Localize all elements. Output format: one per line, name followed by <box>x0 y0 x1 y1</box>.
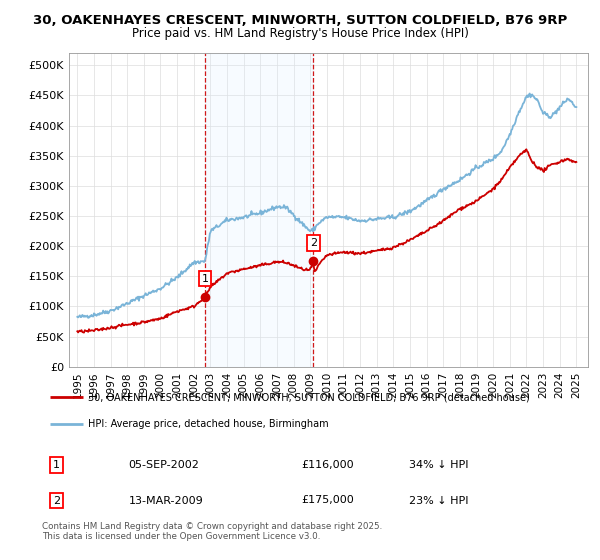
Text: £116,000: £116,000 <box>301 460 354 470</box>
Text: 05-SEP-2002: 05-SEP-2002 <box>128 460 199 470</box>
Text: 30, OAKENHAYES CRESCENT, MINWORTH, SUTTON COLDFIELD, B76 9RP (detached house): 30, OAKENHAYES CRESCENT, MINWORTH, SUTTO… <box>88 392 530 402</box>
Text: 2: 2 <box>310 238 317 248</box>
Text: HPI: Average price, detached house, Birmingham: HPI: Average price, detached house, Birm… <box>88 419 329 430</box>
Text: 1: 1 <box>53 460 60 470</box>
Text: 13-MAR-2009: 13-MAR-2009 <box>128 496 203 506</box>
Text: Price paid vs. HM Land Registry's House Price Index (HPI): Price paid vs. HM Land Registry's House … <box>131 27 469 40</box>
Text: 2: 2 <box>53 496 60 506</box>
Text: £175,000: £175,000 <box>301 496 354 506</box>
Text: 1: 1 <box>202 274 209 283</box>
Text: 30, OAKENHAYES CRESCENT, MINWORTH, SUTTON COLDFIELD, B76 9RP: 30, OAKENHAYES CRESCENT, MINWORTH, SUTTO… <box>33 14 567 27</box>
Text: Contains HM Land Registry data © Crown copyright and database right 2025.
This d: Contains HM Land Registry data © Crown c… <box>42 522 382 542</box>
Text: 23% ↓ HPI: 23% ↓ HPI <box>409 496 469 506</box>
Bar <box>205 53 313 367</box>
Text: 34% ↓ HPI: 34% ↓ HPI <box>409 460 469 470</box>
